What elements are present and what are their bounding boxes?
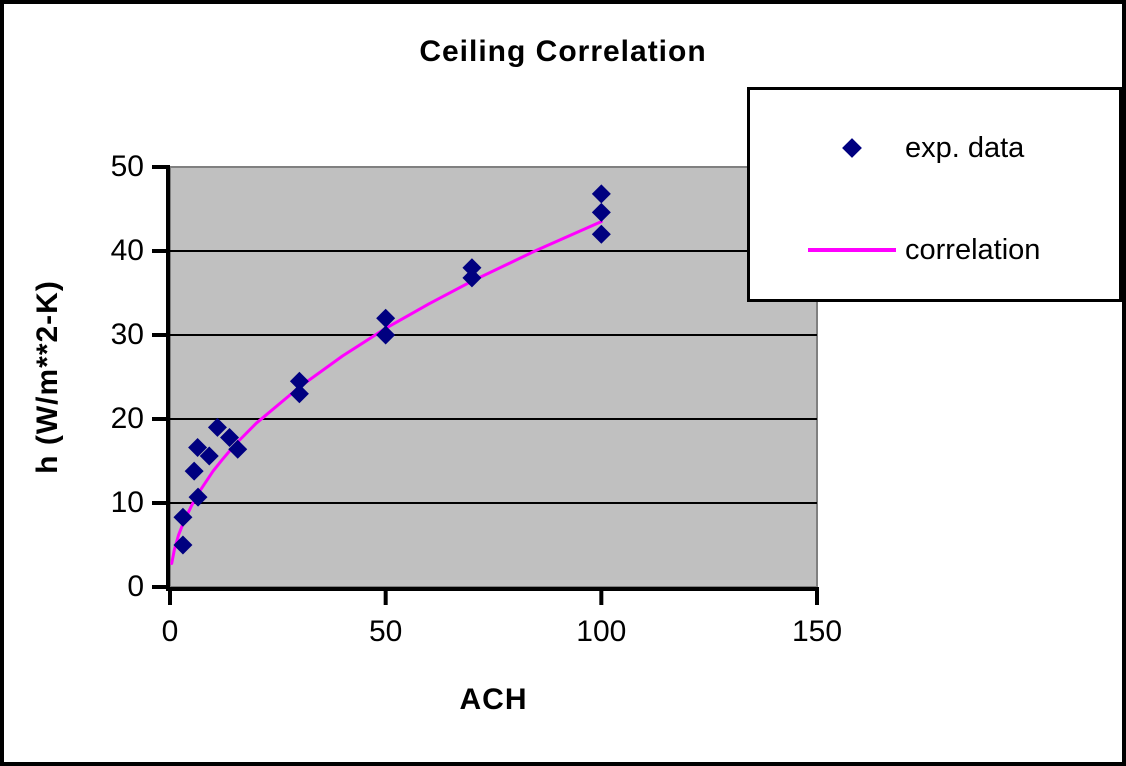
data-point-diamond (591, 202, 611, 222)
data-point-diamond (199, 446, 219, 466)
data-point-diamond (207, 417, 227, 437)
data-point-diamond (220, 427, 240, 447)
x-axis-title: ACH (459, 683, 528, 716)
data-point-diamond (462, 258, 482, 278)
y-tick-label: 10 (110, 486, 144, 519)
data-point-diamond (228, 439, 248, 459)
legend-item: correlation (750, 210, 1119, 290)
x-tick-label: 0 (161, 615, 179, 648)
legend: exp. data correlation (747, 87, 1122, 302)
x-tick (815, 591, 819, 605)
y-tick-label: 40 (110, 234, 144, 267)
data-point-diamond (188, 438, 208, 458)
x-tick-label: 50 (368, 615, 403, 648)
legend-marker-box (750, 138, 905, 158)
y-tick (152, 333, 166, 337)
plot-area (169, 166, 818, 588)
data-point-diamond (376, 308, 396, 328)
y-axis-title: h (W/m**2-K) (31, 280, 64, 474)
x-axis-line (166, 587, 819, 591)
data-point-diamond (188, 487, 208, 507)
y-tick (152, 501, 166, 505)
data-point-diamond (184, 461, 204, 481)
data-point-diamond (376, 325, 396, 345)
y-tick-label: 50 (110, 150, 144, 183)
data-point-diamond (173, 535, 193, 555)
plot-svg (152, 165, 819, 605)
x-tick-label: 100 (576, 615, 627, 648)
y-tick (152, 165, 166, 169)
line-marker-icon (807, 248, 896, 252)
x-tick (383, 591, 388, 605)
legend-item: exp. data (750, 108, 1119, 188)
data-point-diamond (591, 184, 611, 204)
y-tick-label: 30 (110, 318, 144, 351)
y-tick-label: 20 (110, 402, 144, 435)
x-tick-label: 150 (791, 615, 843, 648)
diamond-marker-icon (841, 138, 862, 158)
y-tick-label: 0 (127, 570, 144, 603)
y-tick (152, 249, 166, 253)
x-tick (168, 591, 172, 605)
y-axis-line (166, 165, 170, 591)
y-tick (152, 417, 166, 421)
x-tick (599, 591, 604, 605)
data-point-diamond (173, 507, 193, 527)
legend-marker-box (750, 248, 905, 252)
data-point-diamond (289, 371, 309, 391)
data-point-diamond (591, 224, 611, 244)
y-tick (152, 585, 166, 589)
legend-label: exp. data (905, 132, 1025, 164)
legend-label: correlation (905, 234, 1041, 266)
data-point-diamond (289, 384, 309, 404)
chart-title: Ceiling Correlation (419, 35, 707, 68)
data-point-diamond (462, 268, 482, 288)
